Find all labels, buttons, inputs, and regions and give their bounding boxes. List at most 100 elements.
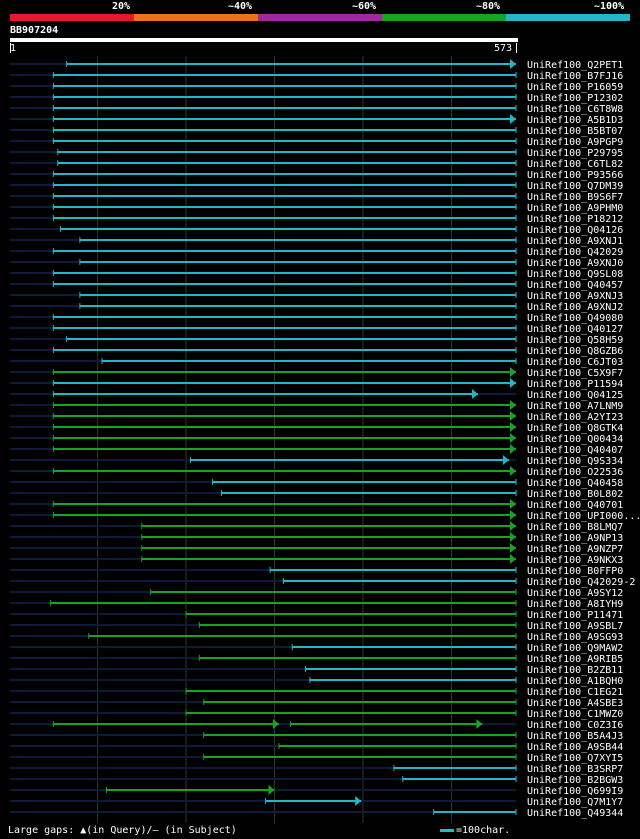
hit-label: UniRef100_A9SBL7: [527, 621, 623, 632]
hit-arrow: [510, 543, 516, 553]
scale-legend-text: =100char.: [456, 825, 511, 836]
hit-arrow: [510, 532, 516, 542]
hit-label: UniRef100_A9RIB5: [527, 654, 623, 665]
hit-label: UniRef100_A9NZP7: [527, 544, 623, 555]
hit-label: UniRef100_Q40701: [527, 500, 623, 511]
legend-swatch-20: [10, 14, 134, 21]
hit-label: UniRef100_UPI000...: [527, 511, 640, 522]
identity-legend: 20% ~40% ~60% ~80% ~100%: [10, 0, 630, 22]
hit-label: UniRef100_Q7M1Y7: [527, 797, 623, 808]
hit-arrow: [355, 796, 362, 806]
legend-label-60: ~60%: [352, 1, 377, 12]
hit-arrow: [510, 411, 516, 421]
hit-arrow: [510, 466, 516, 476]
hit-arrow: [510, 433, 516, 443]
hit-label: UniRef100_Q04125: [527, 390, 623, 401]
gap-legend: Large gaps: ▲(in Query)/— (in Subject): [8, 825, 237, 836]
hit-arrow: [502, 455, 509, 465]
hit-label: UniRef100_A1BQH0: [527, 676, 623, 687]
hit-label: UniRef100_Q699I9: [527, 786, 623, 797]
hit-label: UniRef100_P16059: [527, 82, 623, 93]
hit-label: UniRef100_Q9S334: [527, 456, 623, 467]
hit-label: UniRef100_A9NKX3: [527, 555, 623, 566]
hit-label: UniRef100_Q2PET1: [527, 60, 623, 71]
hit-label: UniRef100_C5X9F7: [527, 368, 623, 379]
hit-label: UniRef100_A5B1D3: [527, 115, 623, 126]
hit-label: UniRef100_A9SY12: [527, 588, 623, 599]
legend-swatch-60: [258, 14, 382, 21]
hit-arrow: [476, 719, 483, 729]
hit-arrow: [510, 521, 516, 531]
hit-label: UniRef100_A9XNJ0: [527, 258, 623, 269]
hit-label: UniRef100_B5BT07: [527, 126, 623, 137]
hit-label: UniRef100_A9XNJ3: [527, 291, 623, 302]
hit-label: UniRef100_P29795: [527, 148, 623, 159]
hit-label: UniRef100_B0L802: [527, 489, 623, 500]
scale-legend: =100char.: [440, 825, 510, 836]
hit-label: UniRef100_A4SBE3: [527, 698, 623, 709]
hit-label: UniRef100_P12302: [527, 93, 623, 104]
ruler-start-tick: [10, 43, 11, 53]
hit-arrow: [510, 367, 516, 377]
hit-label: UniRef100_B2BGW3: [527, 775, 623, 786]
hit-label: UniRef100_Q42029-2: [527, 577, 635, 588]
hit-label: UniRef100_Q8GZB6: [527, 346, 623, 357]
scale-swatch: [440, 828, 454, 832]
hit-label: UniRef100_P18212: [527, 214, 623, 225]
hit-label: UniRef100_Q49080: [527, 313, 623, 324]
hit-arrow: [510, 499, 516, 509]
hit-label: UniRef100_Q40127: [527, 324, 623, 335]
hit-label: UniRef100_Q42029: [527, 247, 623, 258]
hit-label: UniRef100_B5A4J3: [527, 731, 623, 742]
ruler-end-label: 573: [494, 43, 513, 54]
legend-label-100: ~100%: [594, 1, 625, 12]
hit-label: UniRef100_A8IYH9: [527, 599, 623, 610]
hit-label: UniRef100_B7FJ16: [527, 71, 623, 82]
legend-label-20: 20%: [112, 1, 131, 12]
hit-arrow: [510, 422, 516, 432]
query-title: BB907204: [10, 25, 59, 36]
hit-label: UniRef100_A9NP13: [527, 533, 623, 544]
hit-label: UniRef100_B2ZB11: [527, 665, 623, 676]
hit-arrow: [510, 444, 516, 454]
hit-label: UniRef100_C1MWZ0: [527, 709, 623, 720]
hit-label: UniRef100_Q40457: [527, 280, 623, 291]
legend-swatch-100: [506, 14, 630, 21]
hit-label: UniRef100_O22536: [527, 467, 623, 478]
hit-label: UniRef100_P11471: [527, 610, 623, 621]
hit-label: UniRef100_Q00434: [527, 434, 623, 445]
legend-swatch-80: [382, 14, 506, 21]
legend-label-40: ~40%: [228, 1, 253, 12]
hit-label: UniRef100_A2YI23: [527, 412, 623, 423]
hit-arrow: [510, 554, 516, 564]
hit-label: UniRef100_Q7DM39: [527, 181, 623, 192]
hit-label: UniRef100_Q9SL08: [527, 269, 623, 280]
hit-label: UniRef100_A9SB44: [527, 742, 623, 753]
hit-label: UniRef100_A9XNJ1: [527, 236, 623, 247]
hit-arrow: [510, 59, 516, 69]
legend-swatch-40: [134, 14, 258, 21]
hit-label: UniRef100_A7LNM9: [527, 401, 623, 412]
ruler-start-label: 1: [10, 43, 17, 54]
hit-arrow: [510, 378, 516, 388]
hit-label: UniRef100_Q04126: [527, 225, 623, 236]
hit-label: UniRef100_B9S6F7: [527, 192, 623, 203]
hit-label: UniRef100_B8LMQ7: [527, 522, 623, 533]
hit-label: UniRef100_A9XNJ2: [527, 302, 623, 313]
hit-label: UniRef100_C6JT03: [527, 357, 623, 368]
hit-label: UniRef100_Q40458: [527, 478, 623, 489]
hit-label: UniRef100_B3SRP7: [527, 764, 623, 775]
hit-arrow: [268, 785, 275, 795]
hit-label: UniRef100_C6T8W8: [527, 104, 623, 115]
hit-label: UniRef100_A9SG93: [527, 632, 623, 643]
hit-label: UniRef100_B0FFP0: [527, 566, 623, 577]
hit-arrow: [510, 510, 516, 520]
hit-label: UniRef100_C6TL82: [527, 159, 623, 170]
hit-label: UniRef100_Q58H59: [527, 335, 623, 346]
hit-label: UniRef100_P11594: [527, 379, 623, 390]
hit-label: UniRef100_Q49344: [527, 808, 623, 819]
hit-label: UniRef100_Q9MAW2: [527, 643, 623, 654]
hit-label: UniRef100_P93566: [527, 170, 623, 181]
hit-label: UniRef100_A9PHM0: [527, 203, 623, 214]
